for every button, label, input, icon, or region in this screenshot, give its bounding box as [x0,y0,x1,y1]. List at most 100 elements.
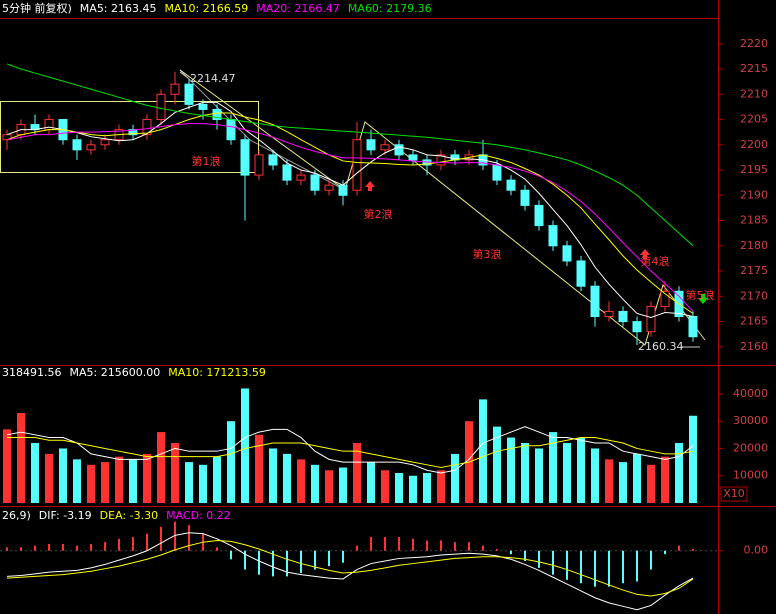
candle-body [296,174,306,181]
unit-box [720,486,748,502]
volume-bar [661,456,669,503]
annotation: 第3浪 [473,247,502,261]
candle-body [282,164,292,181]
unit-label: X10 [723,487,745,500]
volume-bar [31,443,39,503]
volume-bar [3,429,11,503]
line [6,63,694,247]
line [6,123,694,312]
volume-bar [73,459,81,503]
candle-body [226,119,236,141]
candle-body [562,245,572,262]
legend-entry: MA10: 171213.59 [168,366,266,379]
candle-body [590,285,600,318]
volume-bar [381,470,389,503]
volume-bar [129,459,137,503]
volume-bar [423,473,431,503]
candle-body [632,321,642,333]
legend-entry: 26,9) [2,509,31,522]
volume-bar [339,467,347,503]
candle-body [408,154,418,161]
candle-body [86,144,96,151]
volume-bar [605,459,613,503]
y-tick-label: 30000 [733,414,768,427]
volume-bar [633,453,641,503]
volume-bar [87,464,95,503]
legend-entry: DIF: -3.19 [39,509,92,522]
candle-body [268,154,278,166]
candle-body [142,119,152,136]
candle-body [310,174,320,191]
candle-body [184,83,194,105]
legend-entry: 318491.56 [2,366,62,379]
volume-bar [591,448,599,503]
volume-bar [507,437,515,503]
legend-entry: MA10: 2166.59 [165,2,249,15]
volume-bar [675,443,683,503]
y-tick-label: 20000 [733,441,768,454]
volume-bar [549,432,557,503]
volume-bar [157,432,165,503]
pointer [179,71,189,79]
annotation: 2214.47 [190,72,236,85]
y-tick-label: 2195 [740,163,768,176]
candle-body [338,184,348,196]
legend-entry: MA60: 2179.36 [348,2,432,15]
volume-bar [143,453,151,503]
volume-bar [395,473,403,503]
volume-bar [311,464,319,503]
candle-body [576,260,586,287]
candle-body [156,93,166,121]
legend-entry: DEA: -3.30 [100,509,158,522]
candle-body [352,139,362,191]
y-tick-label: 2210 [740,87,768,100]
volume-bar [647,464,655,503]
line [7,437,694,469]
candle-body [366,139,376,151]
volume-bar [409,475,417,503]
y-tick-label: 2185 [740,214,768,227]
range-box [0,101,259,173]
volume-bar [297,459,305,503]
volume-bar [213,456,221,503]
candle-body [128,129,138,136]
volume-bar [185,462,193,503]
candle-body [170,83,180,95]
volume-bar [269,448,277,503]
volume-bar [353,443,361,503]
candle-body [72,139,82,151]
up-arrow [640,249,650,259]
volume-bar [563,443,571,503]
candle-body [534,204,544,227]
wave-line [179,69,346,191]
line [6,539,694,597]
y-tick-label: 2215 [740,62,768,75]
candle-body [520,189,530,206]
volume-bar [101,462,109,503]
candle-body [198,103,208,110]
volume-bar [535,448,543,503]
line [6,426,694,474]
volume-bar [283,453,291,503]
annotation: 第1浪 [192,154,221,168]
legend-entry: 5分钟 前复权) [2,1,72,15]
y-tick-label: 2170 [740,289,768,302]
candle-body [324,184,334,191]
y-tick-label: 40000 [733,387,768,400]
volume-bar [619,462,627,503]
y-tick-label: 2220 [740,37,768,50]
candle-body [100,139,110,146]
annotation: 2160.34 [638,340,684,353]
y-tick-label: 2160 [740,340,768,353]
volume-bar [577,437,585,503]
volume-bar [59,448,67,503]
line [6,101,694,319]
annotation: 第5浪 [686,288,715,302]
y-tick-label: 2180 [740,239,768,252]
y-tick-label: 2190 [740,188,768,201]
volume-bar [521,443,529,503]
volume-bar [437,470,445,503]
volume-bar [115,456,123,503]
y-tick-label: 2165 [740,315,768,328]
